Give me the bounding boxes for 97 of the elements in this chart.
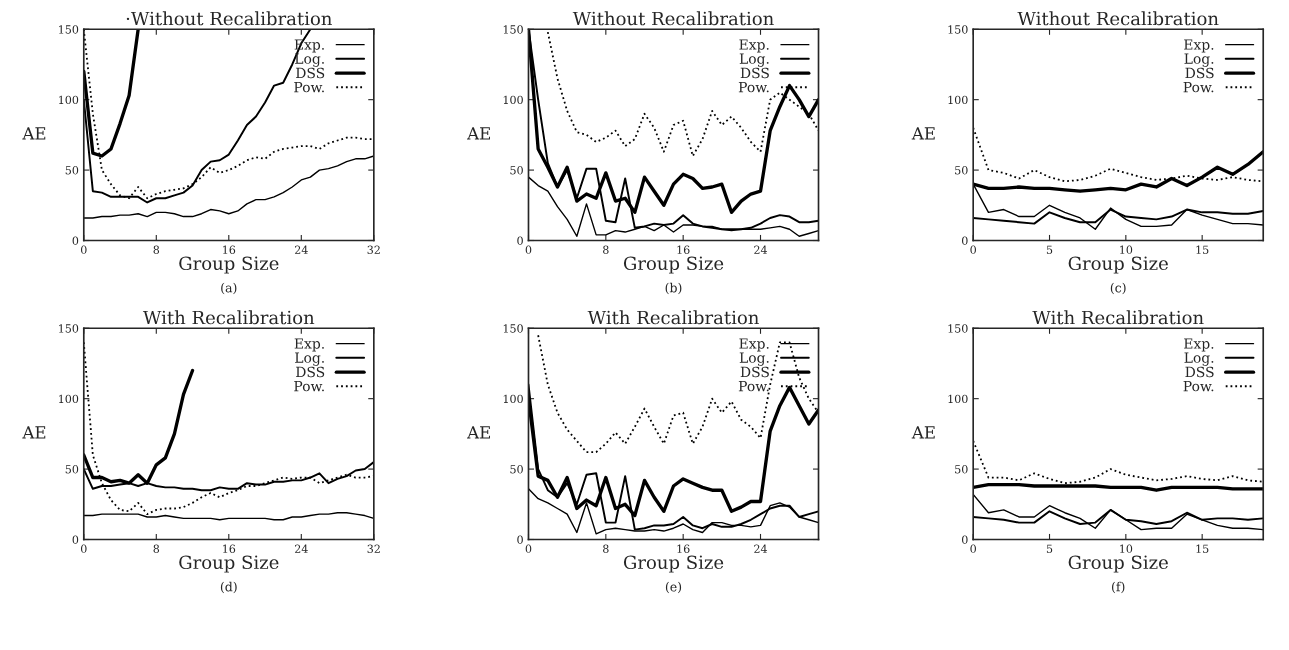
x-tick-label: 10 xyxy=(1120,245,1133,254)
chart-title: With Recalibration xyxy=(1032,310,1204,325)
legend-label: DSS xyxy=(296,67,325,79)
legend-label: Exp. xyxy=(1184,39,1214,53)
x-axis-title: Group Size xyxy=(623,256,724,274)
legend-label: Log. xyxy=(1184,53,1214,67)
legend-label: DSS xyxy=(1185,67,1214,79)
y-tick-label: 0 xyxy=(72,535,79,544)
y-axis-title: AE xyxy=(467,426,490,439)
x-tick-label: 15 xyxy=(1196,245,1209,254)
text: (c) xyxy=(1110,282,1126,295)
x-tick-label: 16 xyxy=(223,245,236,254)
y-tick-label: 150 xyxy=(59,25,79,34)
x-tick-label: 0 xyxy=(525,245,532,254)
y-tick-label: 50 xyxy=(510,465,523,474)
y-tick-label: 0 xyxy=(962,535,968,544)
x-axis-title: Group Size xyxy=(1068,555,1168,573)
legend-label: Log. xyxy=(295,53,324,67)
x-tick-label: 0 xyxy=(970,245,976,254)
legend-label: DSS xyxy=(740,366,769,378)
legend-label: Pow. xyxy=(294,82,324,93)
y-tick-label: 50 xyxy=(955,465,968,474)
legend-label: Exp. xyxy=(294,338,324,352)
x-tick-label: 8 xyxy=(603,544,609,553)
x-tick-label: 15 xyxy=(1196,544,1209,553)
y-tick-label: 150 xyxy=(948,25,968,34)
legend-label: Exp. xyxy=(1184,338,1214,352)
x-tick-label: 0 xyxy=(80,544,87,553)
text: (d) xyxy=(220,581,237,594)
y-axis-title: AE xyxy=(22,426,46,439)
y-tick-label: 50 xyxy=(510,166,523,175)
x-tick-label: 16 xyxy=(677,245,690,254)
legend-label: Pow. xyxy=(294,381,324,392)
legend-label: Log. xyxy=(1184,352,1214,366)
y-tick-label: 50 xyxy=(65,166,79,175)
legend-label: Log. xyxy=(739,352,769,366)
legend-label: Pow. xyxy=(738,381,769,392)
y-tick-label: 150 xyxy=(59,324,79,333)
y-tick-label: 0 xyxy=(517,535,523,544)
text: (b) xyxy=(665,282,682,295)
y-tick-label: 150 xyxy=(503,324,523,333)
chart-title: With Recalibration xyxy=(587,310,759,325)
y-axis-title: AE xyxy=(467,127,490,140)
legend-label: DSS xyxy=(740,67,769,79)
legend-label: Exp. xyxy=(739,338,769,352)
y-tick-label: 50 xyxy=(955,166,968,175)
legend-label: Pow. xyxy=(1183,381,1214,392)
legend-label: Pow. xyxy=(1183,82,1214,93)
y-axis-title: AE xyxy=(22,127,46,140)
x-tick-label: 16 xyxy=(223,544,236,553)
y-tick-label: 0 xyxy=(962,236,968,245)
x-axis-title: Group Size xyxy=(179,256,279,274)
y-tick-label: 100 xyxy=(503,95,523,105)
chart-title: ·Without Recalibration xyxy=(126,11,332,26)
y-tick-label: 150 xyxy=(503,25,523,34)
legend-label: DSS xyxy=(1185,366,1214,378)
y-tick-label: 100 xyxy=(948,394,968,404)
legend-label: Log. xyxy=(739,53,769,67)
legend-label: Log. xyxy=(295,352,324,366)
text: (e) xyxy=(665,581,682,594)
y-tick-label: 0 xyxy=(72,236,79,245)
x-tick-label: 5 xyxy=(1046,245,1053,254)
y-tick-label: 100 xyxy=(59,394,79,404)
legend-label: DSS xyxy=(296,366,325,378)
x-tick-label: 10 xyxy=(1120,544,1133,553)
x-tick-label: 0 xyxy=(80,245,87,254)
y-tick-label: 150 xyxy=(948,324,968,333)
x-axis-title: Group Size xyxy=(1068,256,1168,274)
x-tick-label: 8 xyxy=(153,544,160,553)
x-tick-label: 24 xyxy=(754,544,768,553)
x-tick-label: 8 xyxy=(153,245,160,254)
y-tick-label: 100 xyxy=(59,95,79,105)
y-tick-label: 100 xyxy=(948,95,968,105)
legend-label: Pow. xyxy=(738,82,769,93)
x-axis-title: Group Size xyxy=(179,555,279,573)
text: (a) xyxy=(221,282,237,295)
y-tick-label: 0 xyxy=(517,236,523,245)
x-tick-label: 5 xyxy=(1046,544,1053,553)
y-axis-title: AE xyxy=(911,426,935,439)
text: (f) xyxy=(1112,581,1125,594)
chart-title: Without Recalibration xyxy=(572,11,774,26)
x-tick-label: 32 xyxy=(367,544,380,553)
y-tick-label: 100 xyxy=(503,394,523,404)
chart-title: With Recalibration xyxy=(142,310,315,325)
legend-label: Exp. xyxy=(739,39,769,53)
x-tick-label: 0 xyxy=(525,544,532,553)
x-tick-label: 24 xyxy=(294,245,308,254)
x-tick-label: 16 xyxy=(677,544,690,553)
x-axis-title: Group Size xyxy=(623,555,724,573)
x-tick-label: 8 xyxy=(603,245,609,254)
x-tick-label: 24 xyxy=(754,245,768,254)
y-axis-title: AE xyxy=(911,127,935,140)
x-tick-label: 24 xyxy=(294,544,308,553)
x-tick-label: 32 xyxy=(367,245,380,254)
chart-title: Without Recalibration xyxy=(1017,11,1219,26)
x-tick-label: 0 xyxy=(970,544,976,553)
y-tick-label: 50 xyxy=(65,465,79,474)
